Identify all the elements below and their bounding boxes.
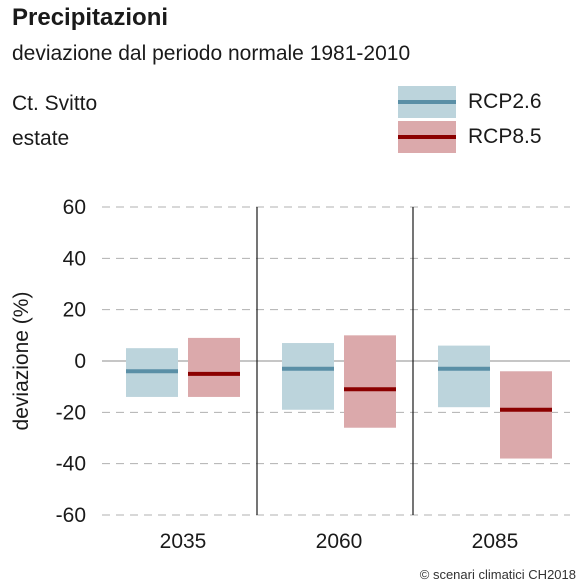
legend-line-rcp85 [398,135,456,139]
region-label: Ct. Svitto [12,92,98,115]
chart-subtitle: deviazione dal periodo normale 1981-2010 [12,42,411,65]
legend: RCP2.6 RCP8.5 [398,86,578,156]
y-tick-label: 60 [63,196,86,219]
y-tick-label: -60 [56,504,86,527]
x-tick-label: 2085 [472,530,519,553]
range-box-rcp26 [282,343,334,410]
y-tick-label: 40 [63,247,86,270]
range-box-rcp85 [344,335,396,428]
legend-item-rcp26: RCP2.6 [398,86,578,120]
legend-label-rcp85: RCP8.5 [468,125,542,148]
x-tick-label: 2060 [316,530,363,553]
chart-title: Precipitazioni [12,4,169,31]
y-tick-label: 20 [63,299,86,322]
legend-line-rcp26 [398,100,456,104]
legend-label-rcp26: RCP2.6 [468,90,542,113]
y-tick-label: 0 [74,350,86,373]
range-box-rcp85 [188,337,240,397]
y-tick-label: -40 [56,453,86,476]
credit-text: © scenari climatici CH2018 [419,567,576,582]
range-box-rcp85 [500,371,552,459]
x-tick-label: 2035 [160,530,207,553]
y-axis-label: deviazione (%) [10,292,33,431]
legend-item-rcp85: RCP8.5 [398,121,578,155]
y-tick-label: -20 [56,401,86,424]
season-label: estate [12,127,70,150]
range-box-rcp26 [438,345,490,408]
